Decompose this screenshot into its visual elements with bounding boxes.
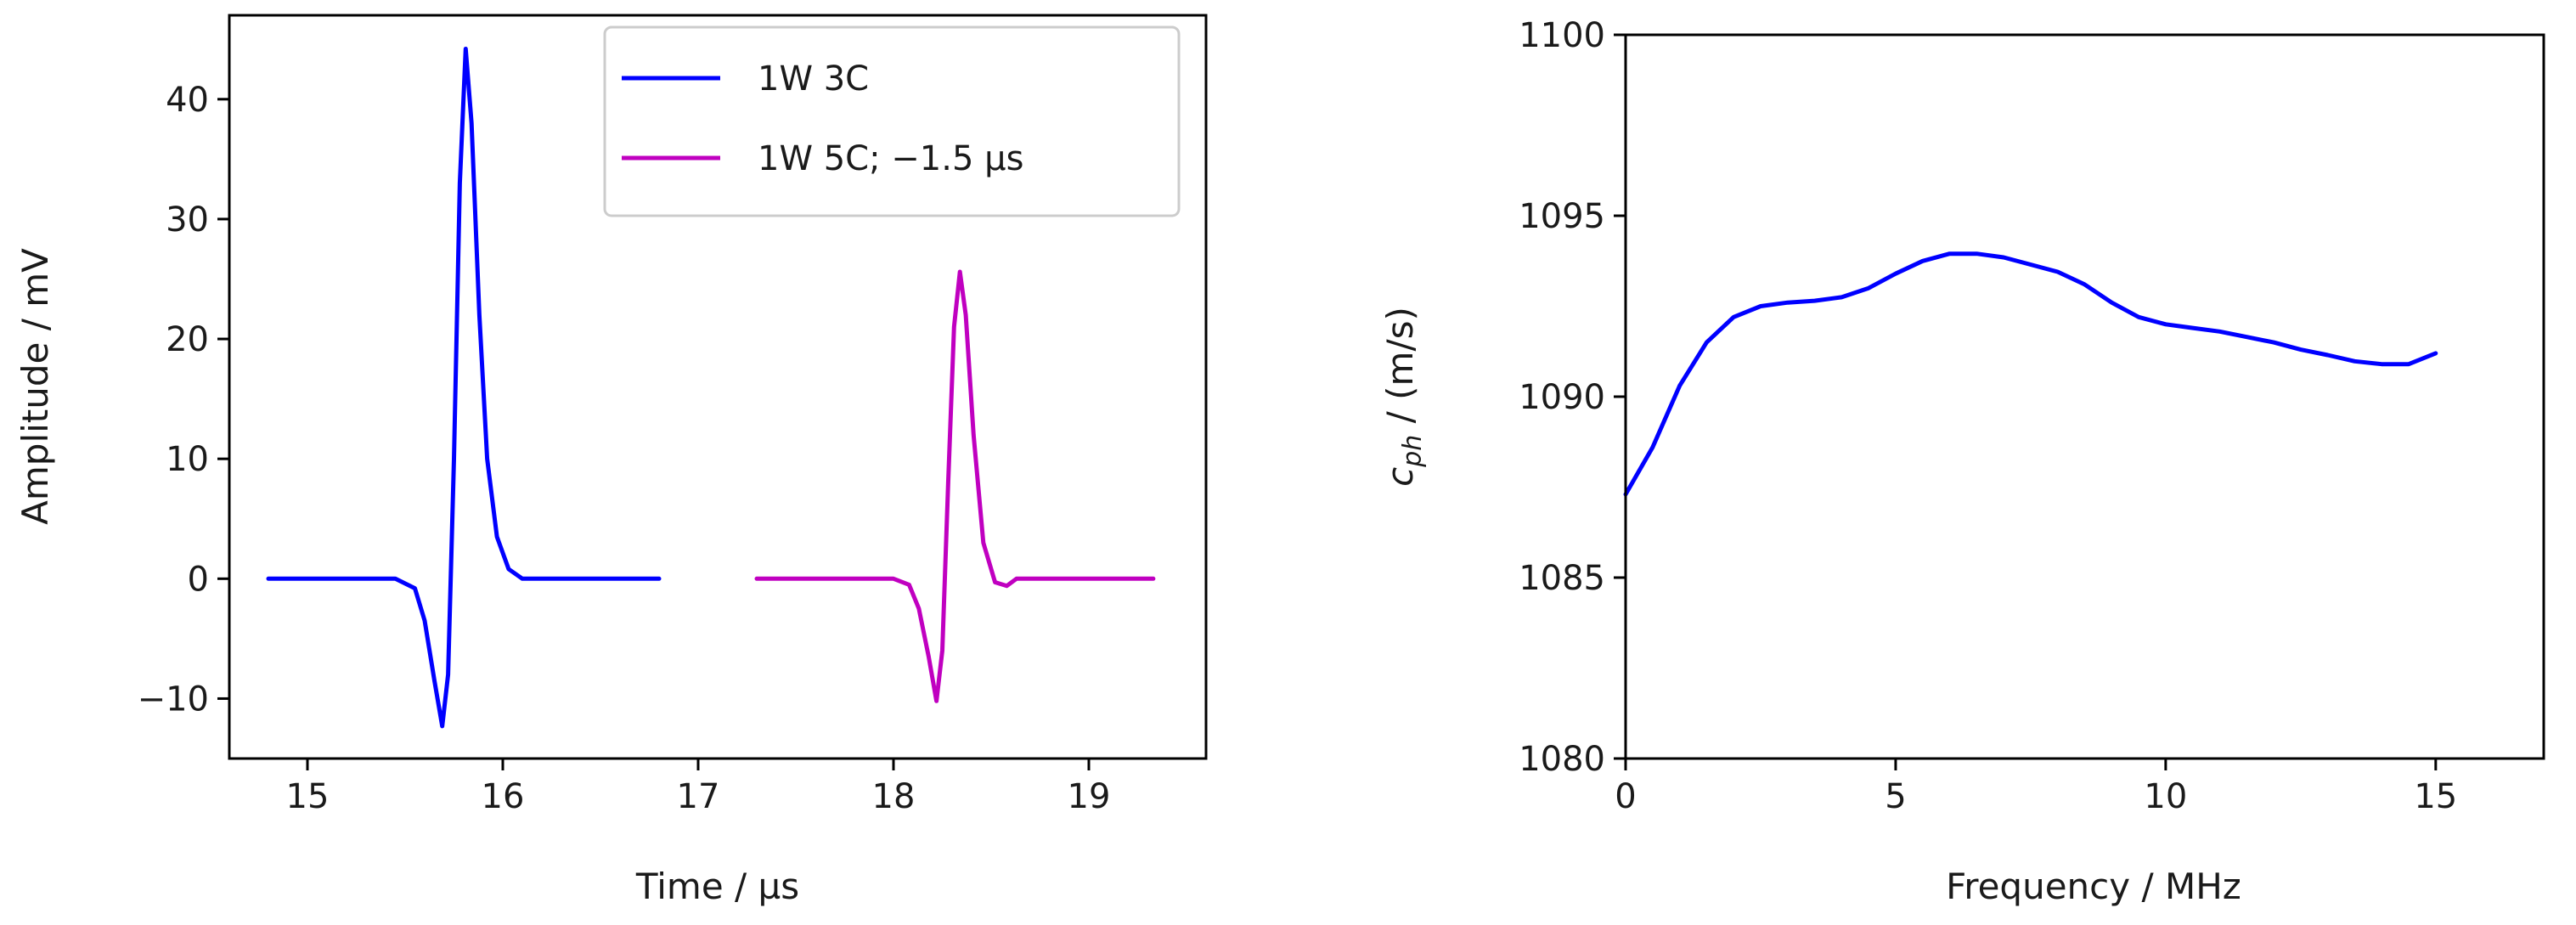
dispersion-y-axis-label: cph / (m/s) xyxy=(1379,307,1428,487)
dispersion-y-tick-label: 1100 xyxy=(1519,16,1605,55)
dispersion-x-ticks: 0 5 10 15 xyxy=(1615,759,2457,816)
dispersion-y-tick-label: 1085 xyxy=(1519,559,1605,598)
y-label-symbol: c xyxy=(1379,467,1421,487)
dispersion-series-line-c-ph xyxy=(1623,251,2438,497)
dispersion-x-tick-label: 15 xyxy=(2414,777,2457,816)
dispersion-x-tick-label: 5 xyxy=(1885,777,1906,816)
dispersion-y-ticks: 1080 1085 1090 1095 1100 xyxy=(1519,16,1626,779)
legend-box xyxy=(603,25,1181,217)
time-domain-x-axis-label: Time / µs xyxy=(635,866,799,907)
time-domain-y-tick-label: −10 xyxy=(138,680,209,719)
dispersion-y-tick-label: 1080 xyxy=(1519,740,1605,779)
time-domain-chart: 15 16 17 18 19 −10 0 10 20 30 40 Time / µs Amplit… xyxy=(14,14,1208,907)
time-domain-axes-frame xyxy=(228,14,1208,760)
time-domain-y-tick-label: 20 xyxy=(166,320,209,359)
time-domain-series-group xyxy=(266,47,1156,729)
dispersion-y-tick-label: 1095 xyxy=(1519,197,1605,236)
dispersion-x-tick-label: 10 xyxy=(2144,777,2187,816)
dispersion-x-axis-label: Frequency / MHz xyxy=(1946,866,2241,907)
time-domain-x-tick-label: 19 xyxy=(1068,777,1111,816)
time-domain-x-tick-label: 15 xyxy=(286,777,330,816)
time-domain-x-tick-label: 18 xyxy=(872,777,916,816)
dispersion-axes-frame xyxy=(1624,33,2545,760)
y-label-subscript: ph xyxy=(1398,435,1428,468)
time-domain-series-line-1w-3c xyxy=(266,47,662,729)
legend-label-1w-5c: 1W 5C; −1.5 µs xyxy=(758,139,1023,178)
time-domain-x-tick-label: 17 xyxy=(677,777,720,816)
time-domain-y-axis-label: Amplitude / mV xyxy=(14,248,56,525)
time-domain-y-ticks: −10 0 10 20 30 40 xyxy=(138,81,229,719)
time-domain-y-tick-label: 40 xyxy=(166,81,209,120)
time-domain-series-line-1w-5c-1-5-s xyxy=(754,269,1156,703)
dispersion-chart: 0 5 10 15 1080 1085 1090 1095 1100 Frequency / … xyxy=(1379,16,2545,907)
time-domain-y-tick-label: 0 xyxy=(188,560,209,599)
dispersion-y-tick-label: 1090 xyxy=(1519,378,1605,417)
time-domain-y-tick-label: 10 xyxy=(166,440,209,479)
time-domain-legend: 1W 3C 1W 5C; −1.5 µs xyxy=(603,25,1181,217)
dispersion-x-tick-label: 0 xyxy=(1615,777,1636,816)
dispersion-series-group xyxy=(1623,251,2438,497)
y-label-unit: / (m/s) xyxy=(1379,307,1421,435)
time-domain-x-ticks: 15 16 17 18 19 xyxy=(286,759,1111,816)
time-domain-x-tick-label: 16 xyxy=(482,777,525,816)
legend-label-1w-3c: 1W 3C xyxy=(758,59,869,99)
time-domain-y-tick-label: 30 xyxy=(166,200,209,240)
